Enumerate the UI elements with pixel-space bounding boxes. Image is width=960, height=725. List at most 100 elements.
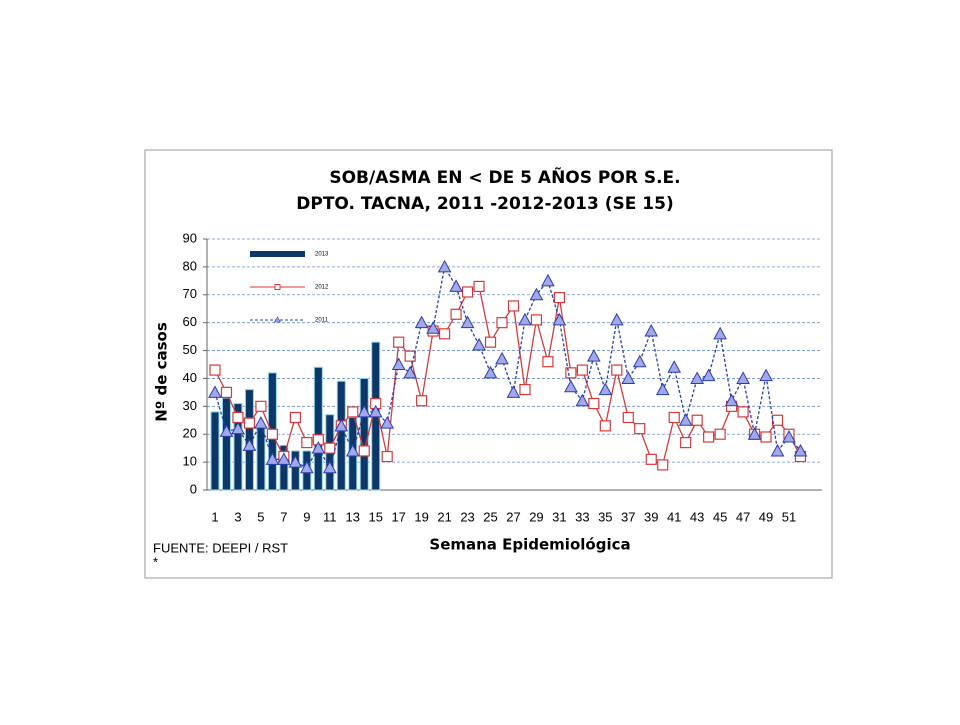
y-tick-label: 0: [190, 481, 197, 496]
marker: [437, 259, 452, 273]
x-tick-label: 37: [621, 509, 635, 524]
marker: [553, 291, 566, 304]
marker: [542, 356, 554, 368]
marker: [277, 452, 291, 465]
legend-marker: [274, 284, 281, 290]
legend-marker: [273, 316, 282, 323]
marker: [586, 349, 601, 362]
x-tick-label: 9: [303, 509, 310, 524]
marker: [736, 371, 750, 384]
x-tick-label: 7: [280, 509, 287, 524]
x-tick-label: 35: [598, 509, 612, 524]
y-tick-label: 10: [183, 454, 197, 469]
x-tick-label: 31: [552, 509, 566, 524]
marker: [495, 351, 509, 365]
marker: [668, 411, 680, 424]
marker: [483, 365, 498, 379]
marker: [609, 312, 624, 326]
marker: [324, 442, 336, 454]
chart-frame: [144, 149, 833, 579]
legend-label: 2012: [315, 285, 329, 291]
x-tick-label: 3: [234, 509, 241, 524]
marker: [713, 326, 727, 340]
legend-label: 2013: [315, 252, 329, 258]
x-tick-label: 49: [759, 509, 773, 524]
marker: [588, 397, 600, 410]
marker: [611, 364, 623, 376]
line: [214, 265, 801, 470]
x-tick-label: 15: [368, 509, 382, 524]
marker: [737, 406, 749, 418]
marker: [301, 436, 313, 449]
marker: [393, 336, 405, 348]
y-tick-label: 70: [183, 286, 197, 301]
note: *: [153, 554, 158, 569]
x-tick-label: 45: [713, 509, 727, 524]
source: FUENTE: DEEPI / RST: [153, 540, 288, 555]
marker: [771, 414, 784, 426]
marker: [334, 418, 349, 432]
x-tick-label: 47: [736, 509, 750, 524]
legend-swatch: [250, 251, 305, 257]
marker: [644, 323, 659, 337]
y-tick-label: 60: [183, 314, 197, 329]
marker: [565, 367, 577, 379]
marker: [255, 400, 267, 412]
marker: [518, 312, 532, 326]
x-tick-label: 5: [257, 509, 264, 524]
x-tick-label: 33: [575, 509, 589, 524]
marker: [564, 379, 578, 393]
marker: [416, 395, 428, 407]
marker: [414, 315, 429, 329]
marker: [552, 312, 567, 326]
marker: [701, 368, 716, 382]
marker: [460, 315, 475, 329]
marker: [347, 406, 359, 418]
bar: [359, 377, 369, 491]
marker: [289, 411, 301, 424]
x-tick-label: 51: [782, 509, 796, 524]
marker: [575, 393, 590, 407]
marker: [691, 414, 703, 426]
chart-subtitle: DPTO. TACNA, 2011 -2012-2013 (SE 15): [296, 194, 673, 214]
x-tick-label: 25: [483, 509, 497, 524]
marker: [219, 424, 234, 437]
marker: [358, 445, 370, 457]
marker: [208, 385, 222, 398]
x-tick-label: 41: [667, 509, 681, 524]
marker: [403, 365, 418, 379]
marker: [345, 443, 360, 457]
marker: [311, 441, 326, 454]
x-tick-label: 13: [346, 509, 360, 524]
marker: [793, 443, 808, 457]
marker: [391, 357, 406, 370]
y-tick-label: 30: [183, 398, 197, 413]
x-tick-label: 39: [644, 509, 658, 524]
bar: [279, 444, 289, 491]
marker: [220, 386, 233, 398]
x-tick-label: 11: [323, 509, 337, 524]
marker: [690, 371, 705, 384]
marker: [541, 273, 555, 287]
marker: [724, 393, 739, 407]
legend-label: 2011: [315, 318, 329, 324]
marker: [632, 354, 647, 368]
marker: [243, 417, 256, 429]
marker: [680, 436, 692, 449]
marker: [380, 416, 395, 429]
marker: [599, 420, 611, 432]
marker: [655, 382, 670, 396]
bar: [233, 403, 243, 491]
bar: [210, 411, 220, 491]
marker: [667, 360, 682, 373]
y-tick-label: 50: [183, 342, 197, 357]
marker: [461, 286, 474, 298]
bar: [221, 397, 231, 491]
x-tick-label: 1: [211, 509, 218, 524]
marker: [472, 337, 486, 351]
marker: [759, 368, 773, 382]
marker: [473, 280, 485, 293]
bar: [256, 425, 266, 491]
y-axis-title: Nº de casos: [153, 322, 171, 422]
